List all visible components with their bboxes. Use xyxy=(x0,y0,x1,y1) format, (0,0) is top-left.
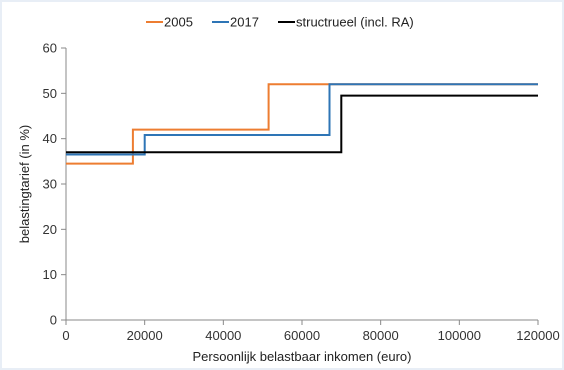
x-tick-label: 120000 xyxy=(516,328,559,343)
y-axis-title: belastingtarief (in %) xyxy=(17,125,32,244)
x-tick-label: 100000 xyxy=(438,328,481,343)
y-tick-label: 60 xyxy=(43,41,57,56)
y-tick-label: 20 xyxy=(43,222,57,237)
y-tick-label: 0 xyxy=(50,313,57,328)
axes: 0 10 20 30 40 50 60 0 20000 40000 60000 80000 100000… xyxy=(43,41,560,344)
x-tick-label: 60000 xyxy=(284,328,320,343)
series-line-2 xyxy=(66,94,538,154)
x-axis-title: Persoonlijk belastbaar inkomen (euro) xyxy=(193,349,412,364)
y-tick-label: 40 xyxy=(43,131,57,146)
series-line-1 xyxy=(66,83,538,156)
y-tick-label: 50 xyxy=(43,86,57,101)
legend-label-1: 2017 xyxy=(230,15,259,30)
series-layer xyxy=(66,83,538,165)
x-tick-label: 40000 xyxy=(205,328,241,343)
series-line-0 xyxy=(66,83,538,165)
x-tick-label: 0 xyxy=(62,328,69,343)
legend-label-0: 2005 xyxy=(164,15,193,30)
x-tick-label: 20000 xyxy=(127,328,163,343)
y-tick-label: 30 xyxy=(43,177,57,192)
y-tick-label: 10 xyxy=(43,267,57,282)
x-tick-label: 80000 xyxy=(363,328,399,343)
legend-label-2: structrueel (incl. RA) xyxy=(296,15,414,30)
legend: 2005 2017 structrueel (incl. RA) xyxy=(146,15,414,30)
